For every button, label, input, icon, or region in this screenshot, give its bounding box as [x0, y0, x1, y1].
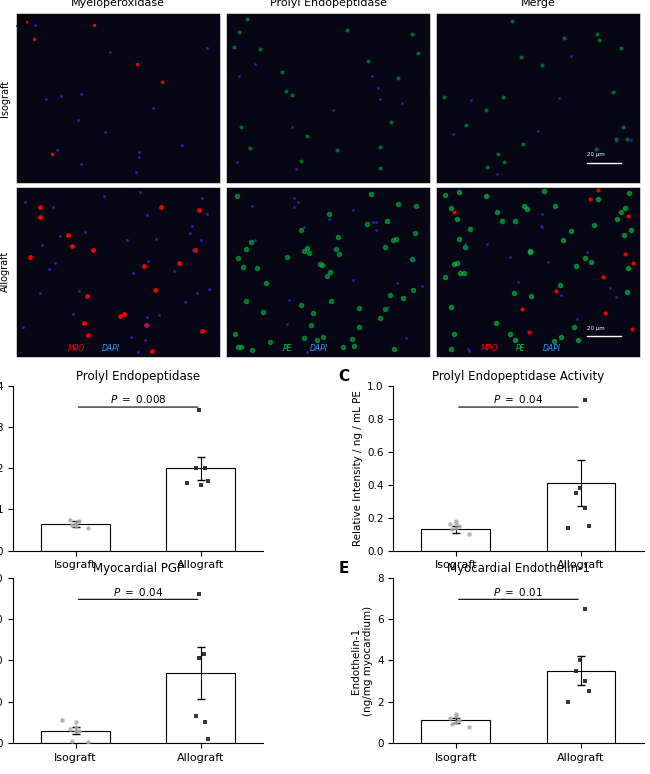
Bar	[547, 483, 616, 551]
Bar	[166, 673, 235, 743]
Title: Myocardial PGP: Myocardial PGP	[92, 562, 183, 575]
Title: Myocardial Endothelin-1: Myocardial Endothelin-1	[447, 562, 590, 575]
Text: 20 µm: 20 µm	[587, 326, 605, 330]
Title: Prolyl Endopeptidase: Prolyl Endopeptidase	[76, 370, 200, 383]
Text: MPO: MPO	[480, 344, 498, 353]
Bar	[16, 187, 220, 357]
Text: A: A	[16, 15, 28, 30]
Text: C: C	[338, 369, 350, 384]
Text: DAPI: DAPI	[310, 344, 328, 353]
Text: $\it{P\ =\ 0.04}$: $\it{P\ =\ 0.04}$	[113, 586, 163, 598]
Bar	[226, 13, 430, 183]
Text: PE: PE	[283, 344, 292, 353]
Bar	[16, 13, 220, 183]
Text: Prolyl Endopeptidase: Prolyl Endopeptidase	[270, 0, 387, 9]
Text: DAPI: DAPI	[543, 344, 561, 353]
Text: $\it{P\ =\ 0.04}$: $\it{P\ =\ 0.04}$	[493, 393, 543, 406]
Text: Myeloperoxidase: Myeloperoxidase	[71, 0, 165, 9]
Text: DAPI: DAPI	[102, 344, 120, 353]
Text: PE: PE	[516, 344, 525, 353]
Text: 20 µm: 20 µm	[587, 152, 605, 157]
Y-axis label: Relative Intensity / ng / mL PE: Relative Intensity / ng / mL PE	[353, 390, 363, 546]
Bar	[41, 524, 110, 551]
Bar	[437, 13, 640, 183]
Text: MPO: MPO	[68, 344, 84, 353]
Text: $\it{P\ =\ 0.008}$: $\it{P\ =\ 0.008}$	[110, 393, 166, 406]
Bar	[421, 529, 490, 551]
Text: Merge: Merge	[521, 0, 556, 9]
Text: $\it{P\ =\ 0.01}$: $\it{P\ =\ 0.01}$	[493, 586, 543, 598]
Bar	[421, 721, 490, 743]
Y-axis label: Endothelin-1
(ng/mg myocardium): Endothelin-1 (ng/mg myocardium)	[351, 605, 373, 715]
Bar	[226, 187, 430, 357]
Bar	[437, 187, 640, 357]
Bar	[547, 671, 616, 743]
Text: Allograft: Allograft	[0, 251, 10, 293]
Text: Isograft: Isograft	[0, 80, 10, 117]
Bar	[41, 731, 110, 743]
Bar	[166, 468, 235, 551]
Text: E: E	[338, 561, 348, 577]
Title: Prolyl Endopeptidase Activity: Prolyl Endopeptidase Activity	[432, 370, 604, 383]
